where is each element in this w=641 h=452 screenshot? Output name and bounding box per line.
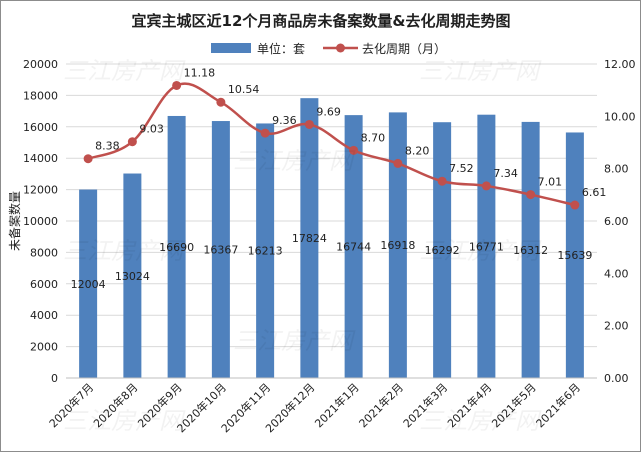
line-point: [83, 154, 93, 164]
y-tick-label: 16000: [23, 121, 58, 134]
y-tick-labels: 0 2000 4000 6000 8000 10000 12000 14000 16000 180…: [23, 58, 58, 385]
bar: [167, 115, 186, 378]
bar-data-label: 16918: [380, 239, 415, 252]
y-tick-label: 12000: [23, 184, 58, 197]
y-tick-label: 8000: [30, 246, 58, 259]
line-series: [83, 80, 580, 210]
y2-tick-labels: 0.00 2.00 4.00 6.00 8.00 10.00 12.00: [604, 58, 636, 385]
bar: [300, 98, 319, 378]
line-data-label: 6.61: [582, 186, 607, 199]
bar: [565, 132, 584, 378]
x-tick-label: 2021年2月: [356, 380, 406, 430]
line-path: [87, 82, 576, 207]
bar: [433, 122, 452, 378]
line-data-label: 11.18: [184, 66, 216, 79]
line-data-label: 8.20: [405, 144, 430, 157]
bar-data-label: 16690: [159, 241, 194, 254]
line-point: [437, 176, 447, 186]
bar-data-label: 12004: [71, 278, 106, 291]
y-axis-label: 未备案数量: [7, 191, 22, 251]
line-data-label: 7.01: [538, 176, 563, 189]
y-tick-label: 6000: [30, 278, 58, 291]
bar-data-label: 15639: [557, 249, 592, 262]
line-point: [570, 200, 580, 210]
bar-series: [79, 98, 584, 379]
y-tick-label: 0: [51, 372, 58, 385]
bar-data-label: 16292: [425, 244, 460, 257]
line-data-label: 9.69: [316, 105, 341, 118]
y2-tick-label: 12.00: [604, 58, 636, 71]
line-data-labels: 8.38 9.03 11.18 10.54 9.36 9.69 8.70 8.20 7.52 7.…: [95, 66, 606, 199]
line-data-label: 8.70: [361, 131, 386, 144]
legend-label-bar: 单位：套: [257, 41, 305, 56]
bar: [79, 189, 98, 378]
y2-tick-label: 4.00: [604, 267, 629, 280]
legend-label-line: 去化周期（月）: [362, 42, 446, 56]
bar: [211, 121, 230, 379]
bar-data-label: 17824: [292, 232, 327, 245]
line-point: [349, 145, 359, 155]
y-tick-label: 10000: [23, 215, 58, 228]
y2-tick-label: 2.00: [604, 320, 629, 333]
bar-data-label: 16771: [469, 240, 504, 253]
line-point: [127, 137, 137, 147]
bar-data-label: 16213: [248, 245, 283, 258]
line-data-label: 9.03: [139, 123, 164, 136]
x-tick-label: 2021年1月: [312, 380, 362, 430]
line-point: [260, 128, 270, 138]
line-data-label: 9.36: [272, 114, 297, 127]
y2-tick-label: 10.00: [604, 110, 636, 123]
line-point: [481, 181, 491, 191]
bar-data-label: 13024: [115, 270, 150, 283]
legend-swatch-marker: [336, 43, 345, 53]
watermark: 三江房产网: [63, 407, 186, 435]
bar: [521, 121, 540, 378]
bar-data-label: 16312: [513, 244, 548, 257]
bar: [256, 123, 275, 378]
watermark: 三江房产网: [419, 237, 542, 265]
bar-data-label: 16744: [336, 241, 371, 254]
line-data-label: 10.54: [228, 83, 260, 96]
y2-tick-label: 8.00: [604, 163, 629, 176]
y-tick-label: 14000: [23, 152, 58, 165]
line-data-label: 7.52: [449, 162, 474, 175]
x-tick-label: 2021年6月: [533, 380, 583, 430]
line-data-label: 7.34: [493, 167, 518, 180]
watermark: 三江房产网: [63, 237, 186, 265]
bar: [123, 173, 142, 378]
watermark: 三江房产网: [63, 57, 186, 85]
y-tick-label: 4000: [30, 309, 58, 322]
bar: [344, 115, 363, 378]
bar-data-labels: 12004 13024 16690 16367 16213 17824 16744 16918…: [71, 232, 593, 291]
line-point: [393, 158, 403, 168]
bar-data-label: 16367: [203, 244, 238, 257]
y-tick-label: 2000: [30, 341, 58, 354]
y-tick-label: 20000: [23, 58, 58, 71]
line-point: [216, 97, 226, 107]
bar: [388, 112, 407, 379]
line-point: [172, 80, 182, 90]
y2-tick-label: 6.00: [604, 215, 629, 228]
chart-title: 宜宾主城区近12个月商品房未备案数量&去化周期走势图: [132, 12, 511, 30]
legend: 单位：套 去化周期（月）: [211, 41, 446, 56]
line-point: [304, 119, 314, 129]
line-data-label: 8.38: [95, 140, 120, 153]
watermark: 三江房产网: [233, 327, 356, 355]
watermark: 三江房产网: [419, 57, 542, 85]
watermark: 三江房产网: [419, 407, 542, 435]
watermark: 三江房产网: [233, 147, 356, 175]
legend-swatch-bar: [211, 43, 251, 53]
y2-tick-label: 0.00: [604, 372, 629, 385]
y-tick-label: 18000: [23, 89, 58, 102]
line-point: [526, 190, 536, 200]
bar: [477, 114, 496, 378]
